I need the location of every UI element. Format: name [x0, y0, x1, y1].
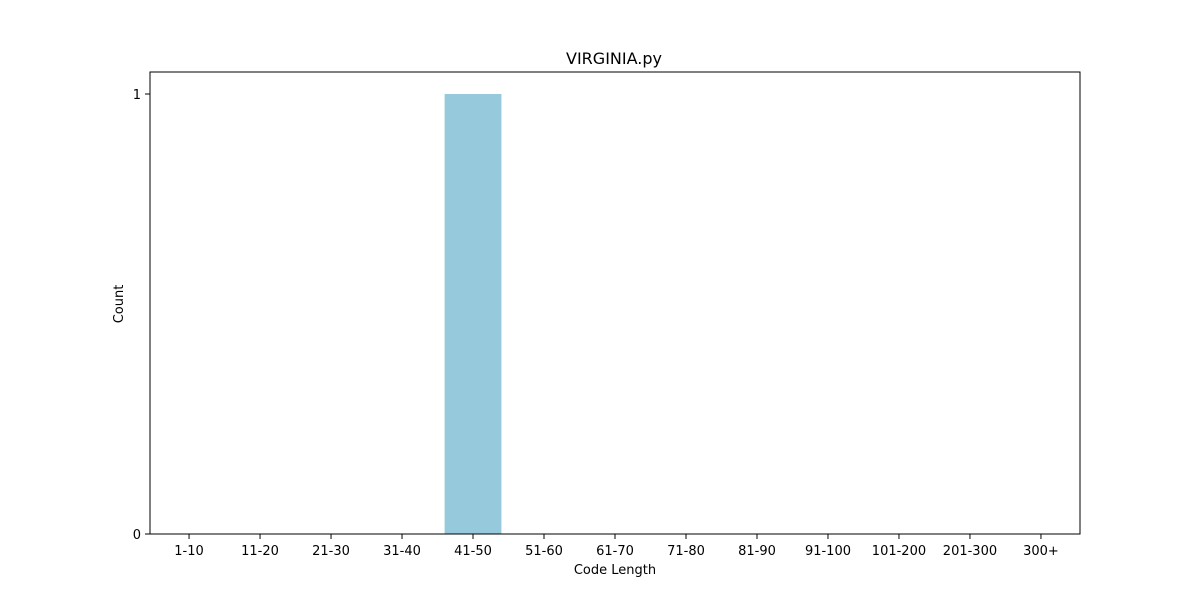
x-tick-label: 81-90 — [738, 544, 776, 559]
x-tick-label: 201-300 — [943, 544, 997, 559]
x-axis-label: Code Length — [574, 563, 656, 578]
y-axis-label: Count — [112, 285, 127, 324]
x-tick-label: 300+ — [1023, 544, 1059, 559]
x-tick-label: 71-80 — [667, 544, 705, 559]
y-tick-label: 0 — [133, 528, 141, 543]
chart-title: VIRGINIA.py — [566, 49, 662, 68]
x-tick-label: 61-70 — [596, 544, 634, 559]
x-tick-label: 91-100 — [805, 544, 851, 559]
x-tick-label: 41-50 — [454, 544, 492, 559]
x-tick-label: 51-60 — [525, 544, 563, 559]
x-axis-ticks: 1-10 11-20 21-30 31-40 41-50 51-60 61-70 71-80 8… — [174, 534, 1059, 559]
x-tick-label: 101-200 — [872, 544, 926, 559]
bars-group — [444, 94, 502, 534]
y-tick-label: 1 — [133, 88, 141, 103]
y-axis-ticks: 01 — [133, 88, 150, 543]
x-tick-label: 21-30 — [312, 544, 350, 559]
x-tick-label: 1-10 — [174, 544, 204, 559]
bar-41-50 — [444, 94, 502, 534]
plot-frame — [149, 71, 1081, 535]
x-tick-label: 11-20 — [241, 544, 279, 559]
x-tick-label: 31-40 — [383, 544, 421, 559]
